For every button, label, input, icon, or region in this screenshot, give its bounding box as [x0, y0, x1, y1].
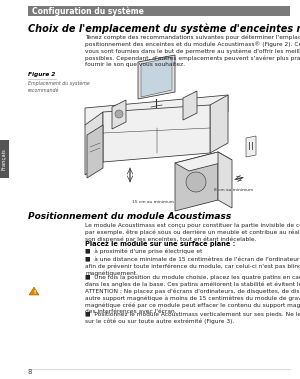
- Polygon shape: [85, 112, 103, 175]
- Text: Configuration du système: Configuration du système: [32, 6, 144, 16]
- Polygon shape: [103, 105, 210, 162]
- Polygon shape: [175, 152, 232, 171]
- Polygon shape: [175, 152, 218, 211]
- Text: ATTENTION : Ne placez pas d'écrans d'ordinateurs, de disquettes, de disques durs: ATTENTION : Ne placez pas d'écrans d'ord…: [85, 288, 300, 314]
- Polygon shape: [246, 136, 256, 157]
- FancyBboxPatch shape: [0, 140, 9, 178]
- Polygon shape: [141, 57, 172, 97]
- FancyBboxPatch shape: [28, 6, 290, 16]
- Polygon shape: [112, 100, 126, 129]
- Polygon shape: [85, 95, 228, 125]
- Text: Positionnement du module Acoustimass: Positionnement du module Acoustimass: [28, 212, 231, 221]
- Polygon shape: [210, 95, 228, 153]
- Text: Placez le module sur une surface plane :: Placez le module sur une surface plane :: [85, 241, 236, 247]
- Text: ■  à proximité d'une prise électrique et: ■ à proximité d'une prise électrique et: [85, 249, 202, 255]
- Circle shape: [115, 110, 123, 118]
- Text: ■  à une distance minimale de 15 centimètres de l'écran de l'ordinateur (ou de l: ■ à une distance minimale de 15 centimèt…: [85, 256, 300, 276]
- Text: ■  Positionnez le module Acoustimass verticalement sur ses pieds. Ne le faites p: ■ Positionnez le module Acoustimass vert…: [85, 312, 300, 324]
- Text: 8: 8: [28, 369, 32, 375]
- Text: Choix de l'emplacement du système d'enceintes multimédia Companion® 3: Choix de l'emplacement du système d'ence…: [28, 23, 300, 33]
- Text: Figure 2: Figure 2: [28, 72, 56, 77]
- Polygon shape: [87, 125, 103, 178]
- Circle shape: [186, 172, 206, 192]
- Text: Tenez compte des recommandations suivantes pour déterminer l'emplacement et le
p: Tenez compte des recommandations suivant…: [85, 34, 300, 67]
- Text: ■  Une fois la position du module choisie, placez les quatre patins en caoutchou: ■ Une fois la position du module choisie…: [85, 274, 300, 287]
- Polygon shape: [138, 55, 175, 99]
- Text: Le module Acoustimass est conçu pour constituer la partie invisible de ce systèm: Le module Acoustimass est conçu pour con…: [85, 222, 300, 242]
- Text: !: !: [33, 290, 35, 294]
- Text: Emplacement du système
recommandé: Emplacement du système recommandé: [28, 81, 90, 93]
- Polygon shape: [29, 287, 39, 295]
- Polygon shape: [218, 152, 232, 208]
- Text: 15 cm au minimum: 15 cm au minimum: [132, 200, 174, 204]
- Text: 8 cm au minimum: 8 cm au minimum: [214, 188, 254, 192]
- Polygon shape: [183, 91, 197, 120]
- Text: Français: Français: [2, 148, 7, 170]
